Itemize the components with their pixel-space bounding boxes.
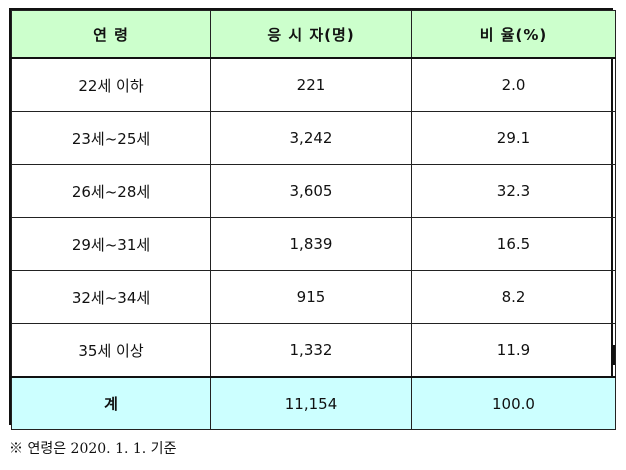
table-row: 22세 이하 221 2.0: [11, 57, 616, 112]
total-ratio: 100.0: [411, 376, 616, 430]
text-cursor: [612, 345, 615, 365]
cell-ratio: 16.5: [411, 217, 616, 271]
cell-age: 29세~31세: [11, 217, 211, 271]
cell-applicants: 915: [210, 270, 412, 324]
cell-ratio: 29.1: [411, 111, 616, 165]
total-applicants: 11,154: [210, 376, 412, 430]
header-age: 연 령: [11, 10, 211, 59]
cell-applicants: 1,332: [210, 323, 412, 378]
cell-applicants: 3,605: [210, 164, 412, 218]
cell-age: 35세 이상: [11, 323, 211, 378]
cell-ratio: 32.3: [411, 164, 616, 218]
header-applicants: 응 시 자(명): [210, 10, 412, 59]
table-row: 26세~28세 3,605 32.3: [11, 164, 616, 218]
table-row: 23세~25세 3,242 29.1: [11, 111, 616, 165]
cell-age: 26세~28세: [11, 164, 211, 218]
total-label: 계: [11, 376, 211, 430]
cell-ratio: 2.0: [411, 57, 616, 112]
cell-age: 23세~25세: [11, 111, 211, 165]
footnote: ※ 연령은 2020. 1. 1. 기준: [9, 441, 177, 457]
table-row: 32세~34세 915 8.2: [11, 270, 616, 324]
header-ratio: 비 율(%): [411, 10, 616, 59]
cell-applicants: 221: [210, 57, 412, 112]
age-distribution-table: 연 령 응 시 자(명) 비 율(%) 22세 이하 221 2.0 23세~2…: [9, 8, 616, 430]
table-total-row: 계 11,154 100.0: [11, 376, 616, 430]
cell-age: 32세~34세: [11, 270, 211, 324]
table-row: 35세 이상 1,332 11.9: [11, 323, 616, 378]
cell-age: 22세 이하: [11, 57, 211, 112]
table-row: 29세~31세 1,839 16.5: [11, 217, 616, 271]
cell-applicants: 3,242: [210, 111, 412, 165]
cell-applicants: 1,839: [210, 217, 412, 271]
cell-ratio: 11.9: [411, 323, 616, 378]
table-header-row: 연 령 응 시 자(명) 비 율(%): [11, 10, 616, 59]
cell-ratio: 8.2: [411, 270, 616, 324]
